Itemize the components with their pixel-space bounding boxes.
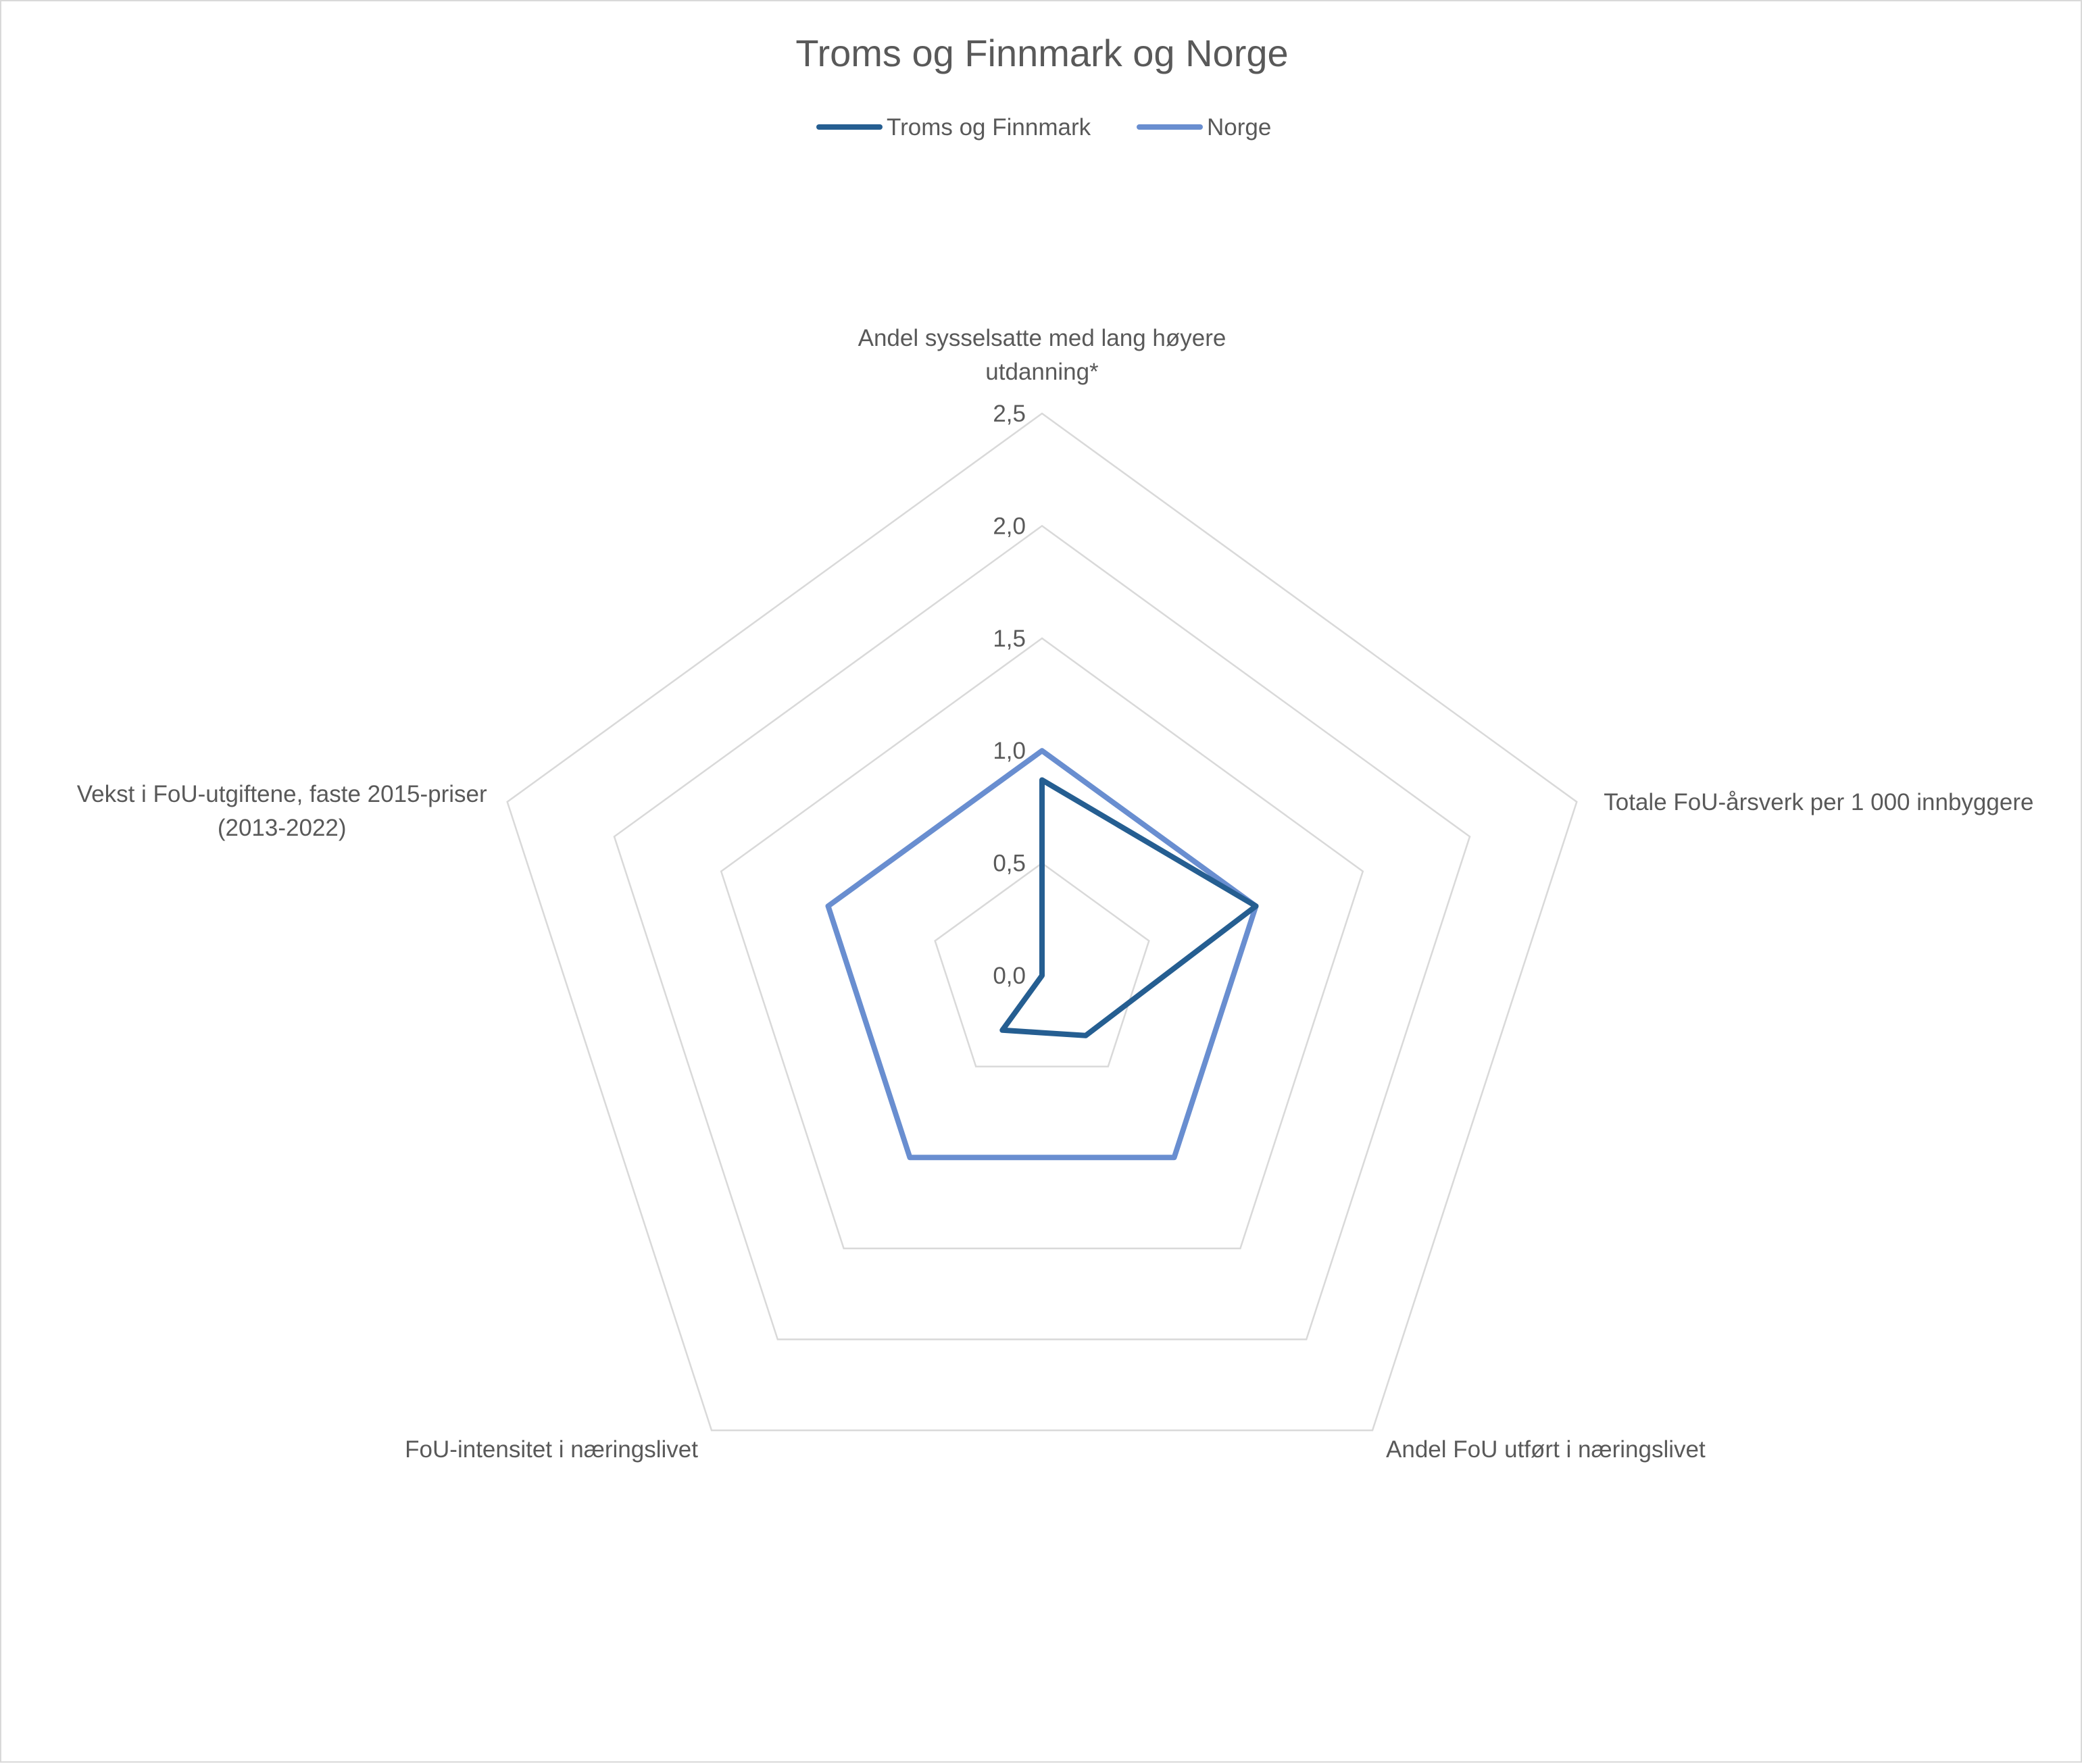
grid-ring (934, 862, 1150, 1067)
axis-label-line: utdanning* (985, 359, 1099, 385)
axis-label-4: Vekst i FoU-utgiftene, faste 2015-priser… (77, 781, 487, 841)
grid-ring (506, 412, 1578, 1432)
legend-item-1: Norge (1137, 114, 1271, 141)
legend: Troms og Finnmark Norge (816, 114, 1271, 141)
tick-label: 1,0 (993, 738, 1026, 764)
axis-label-line: Totale FoU-årsverk per 1 000 innbyggere (1604, 789, 2033, 815)
series-line-0 (999, 777, 1259, 1038)
axis-label-3: FoU-intensitet i næringslivet (405, 1436, 698, 1463)
tick-label: 2,5 (993, 401, 1026, 427)
tick-label: 1,5 (993, 626, 1026, 652)
series-line-1 (825, 748, 1259, 1161)
chart-title: Troms og Finnmark og Norge (795, 32, 1288, 74)
grid-ring (613, 524, 1471, 1340)
grid-ring (720, 637, 1364, 1250)
axis-label-1: Totale FoU-årsverk per 1 000 innbyggere (1604, 789, 2033, 815)
series-group (825, 748, 1259, 1161)
axis-label-2: Andel FoU utført i næringslivet (1386, 1436, 1706, 1463)
legend-label: Troms og Finnmark (887, 114, 1091, 141)
axis-label-line: Vekst i FoU-utgiftene, faste 2015-priser (77, 781, 487, 807)
axis-label-line: FoU-intensitet i næringslivet (405, 1436, 698, 1463)
tick-label: 0,5 (993, 851, 1026, 877)
axis-label-line: Andel FoU utført i næringslivet (1386, 1436, 1706, 1463)
radial-tick-labels: 0,0 0,5 1,0 1,5 2,0 2,5 (993, 401, 1026, 989)
axis-label-line: Andel sysselsatte med lang høyere (858, 325, 1226, 351)
axis-label-0: Andel sysselsatte med lang høyere utdanni… (858, 325, 1226, 385)
axis-labels: Andel sysselsatte med lang høyere utdanni… (77, 325, 2034, 1463)
tick-label: 0,0 (993, 963, 1026, 989)
legend-item-0: Troms og Finnmark (816, 114, 1091, 141)
tick-label: 2,0 (993, 513, 1026, 539)
legend-label: Norge (1207, 114, 1271, 141)
axis-label-line: (2013-2022) (218, 815, 347, 841)
